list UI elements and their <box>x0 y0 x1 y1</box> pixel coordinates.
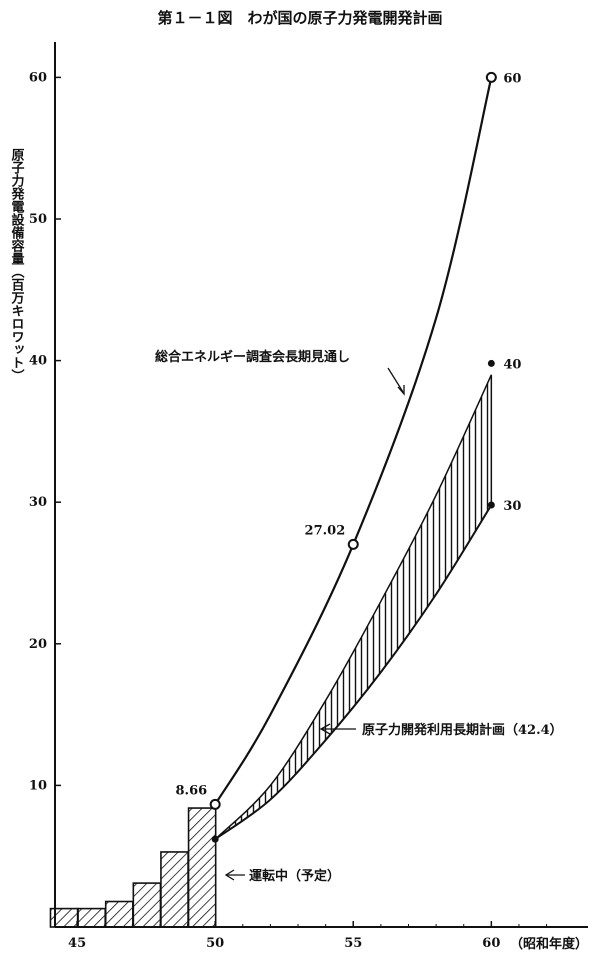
band-end-label-upper: 40 <box>503 357 521 372</box>
band-fill <box>215 374 492 840</box>
annotation-long-term-plan: 原子力開発利用長期計画（42.4） <box>362 722 563 738</box>
x-tick-label-60: 60 <box>482 936 500 951</box>
y-axis-label: 原子力発電設備容量（百万キロワット） <box>9 148 26 382</box>
y-tick-label-10: 10 <box>29 778 47 793</box>
annotation-energy-council: 総合エネルギー調査会長期見通し <box>155 349 350 365</box>
y-tick-label-60: 60 <box>29 70 47 85</box>
arrowhead-operating <box>224 869 235 881</box>
operating-bars <box>49 807 217 928</box>
y-tick-label-50: 50 <box>29 212 47 227</box>
marker-8.66 <box>209 798 221 810</box>
marker-27.02 <box>347 538 359 550</box>
series-markers: 8.66 27.02 60 40 30 <box>176 71 521 843</box>
data-label-27.02: 27.02 <box>305 523 346 538</box>
series-lines <box>214 77 493 805</box>
band-end-label-lower: 30 <box>503 499 521 514</box>
data-label-8.66: 8.66 <box>176 783 208 798</box>
arrowhead-energy-council <box>397 385 405 396</box>
bar-46 <box>77 907 107 928</box>
bar-47 <box>104 900 134 928</box>
x-axis-label: （昭和年度） <box>510 936 588 952</box>
y-ticks: 10 20 30 40 50 60 <box>29 70 61 793</box>
y-tick-label-30: 30 <box>29 495 47 510</box>
bar-49 <box>160 851 189 928</box>
data-label-60: 60 <box>503 71 521 86</box>
arrow-energy-council <box>387 367 404 393</box>
annotation-operating: 運転中（予定） <box>249 868 340 884</box>
band-end-dot-lower <box>487 501 495 509</box>
y-tick-label-20: 20 <box>29 637 47 652</box>
band-end-dot-upper <box>487 359 495 367</box>
bar-50 <box>187 807 217 928</box>
x-tick-label-55: 55 <box>344 936 362 951</box>
x-tick-label-50: 50 <box>206 936 224 951</box>
long-term-plan-band <box>214 374 493 841</box>
band-start-dot <box>211 835 219 843</box>
bar-48 <box>132 882 162 928</box>
x-tick-label-45: 45 <box>68 936 86 951</box>
y-tick-label-40: 40 <box>29 354 47 369</box>
x-ticks: 45 50 55 60 <box>68 921 548 951</box>
energy-council-line <box>214 77 493 805</box>
chart-title: 第１－１図 わが国の原子力発電開発計画 <box>157 9 442 27</box>
band-lower-line <box>214 504 493 841</box>
band-upper-line <box>214 374 493 840</box>
marker-60 <box>485 71 497 83</box>
arrowhead-long-term-plan <box>319 723 331 735</box>
